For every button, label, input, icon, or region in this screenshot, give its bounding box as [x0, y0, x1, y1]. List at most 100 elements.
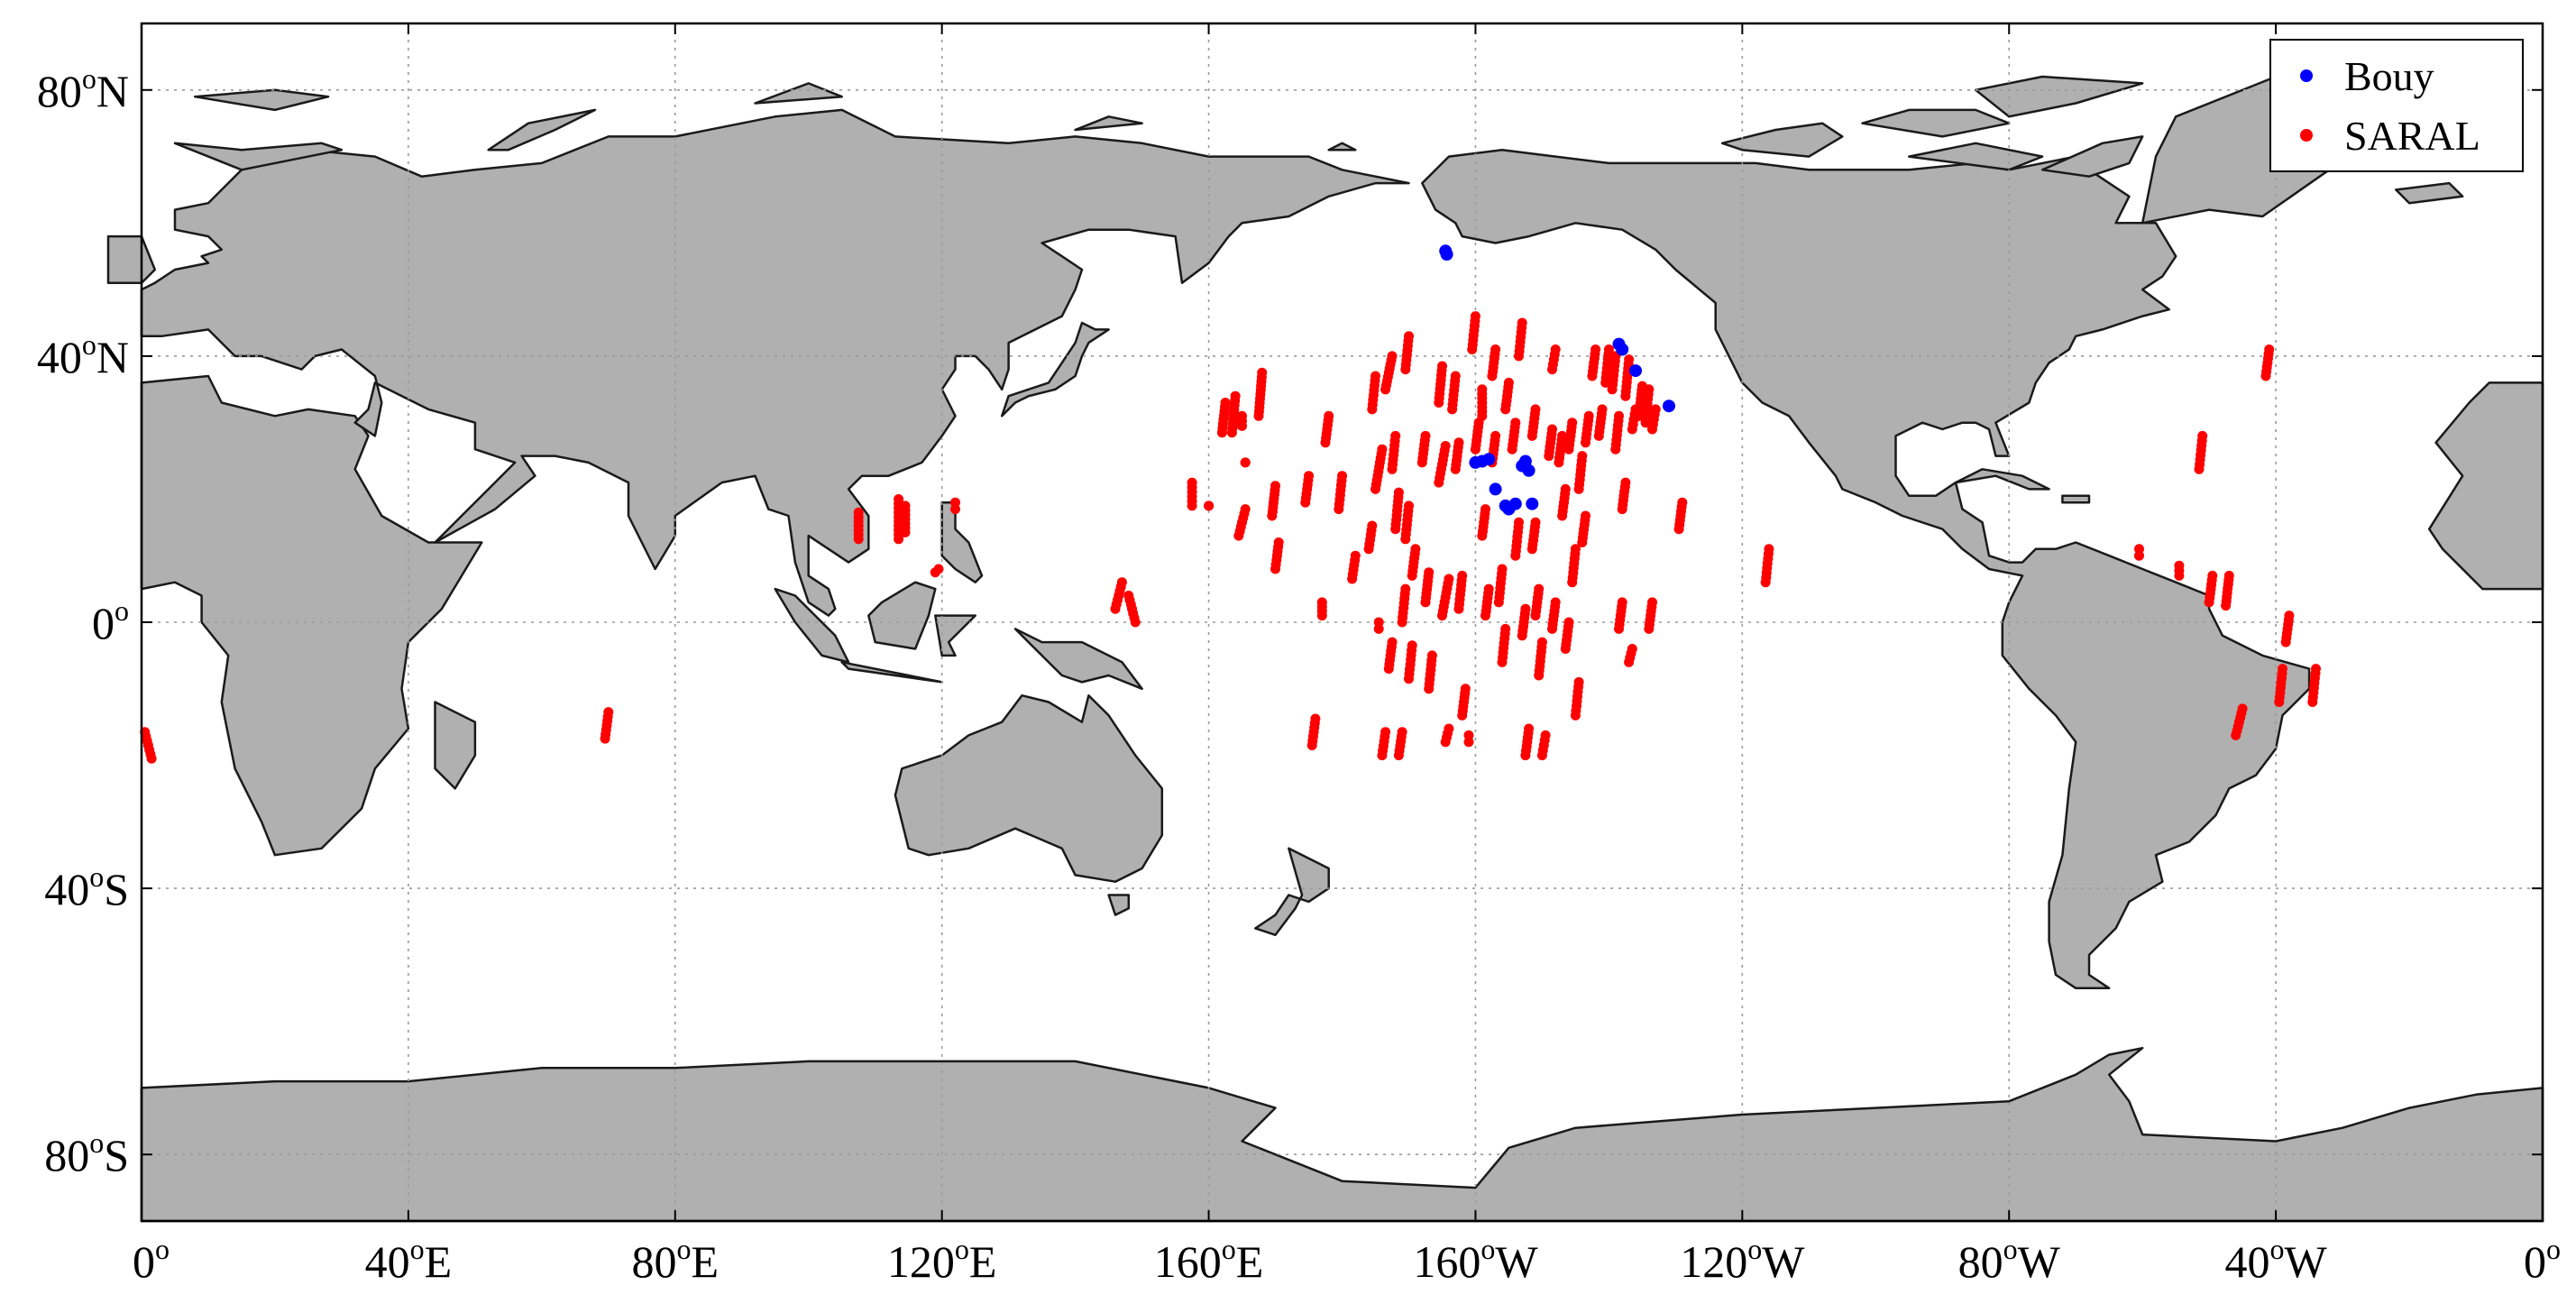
saral-point [1110, 603, 1121, 614]
saral-point [1470, 444, 1481, 454]
land-mass-1 [2427, 381, 2544, 591]
saral-point [1573, 483, 1584, 494]
saral-track-52 [1467, 311, 1481, 354]
saral-point [1270, 564, 1280, 574]
saral-point [1627, 424, 1637, 435]
saral-track-99 [1760, 544, 1774, 588]
saral-point [1447, 404, 1458, 415]
saral-track-17 [1267, 481, 1280, 521]
land-mass-25 [173, 142, 344, 171]
saral-track-109 [2307, 664, 2321, 707]
land-layer [106, 69, 2544, 1223]
saral-point [1226, 427, 1237, 438]
saral-track-36 [1397, 583, 1411, 628]
saral-track-98 [1673, 497, 1688, 535]
longitude-tick-label: 0o [133, 1233, 170, 1287]
saral-track-33 [1377, 727, 1391, 761]
saral-point [1477, 530, 1488, 541]
saral-point [1237, 420, 1247, 431]
saral-track-82 [1577, 510, 1591, 547]
bouy-point [1612, 337, 1626, 351]
saral-track-63 [1510, 517, 1524, 561]
saral-point [1481, 611, 1490, 621]
saral-point [2274, 697, 2285, 707]
bouy-point [1489, 482, 1502, 496]
saral-track-23 [1334, 471, 1347, 515]
land-mass-9 [934, 614, 976, 657]
legend-bouy-marker [2300, 69, 2313, 82]
saral-track-68 [1526, 517, 1541, 555]
saral-point [1547, 623, 1557, 634]
saral-point [1570, 710, 1581, 721]
bouy-point [1440, 248, 1453, 261]
longitude-tick-label: 40oE [365, 1233, 453, 1287]
saral-track-62 [1507, 418, 1521, 454]
saral-point [1187, 500, 1197, 511]
saral-track-41 [1420, 567, 1435, 608]
saral-track-29 [1380, 351, 1398, 395]
saral-point [1560, 644, 1571, 654]
saral-point [1567, 577, 1578, 588]
land-mass-11 [1013, 628, 1143, 691]
saral-track-30 [1387, 430, 1401, 474]
saral-track-10 [1204, 500, 1215, 511]
saral-track-84 [1587, 344, 1601, 381]
saral-point [2280, 637, 2291, 647]
latitude-tick-label: 80oN [37, 62, 129, 116]
saral-point [1463, 737, 1474, 748]
saral-track-70 [1534, 637, 1547, 681]
longitude-tick-label: 80oE [632, 1233, 720, 1287]
land-mass-2 [434, 701, 477, 790]
legend-box [2269, 39, 2524, 172]
longitude-tick-label: 0o [2524, 1233, 2561, 1287]
saral-point [1434, 477, 1444, 488]
saral-point [1437, 611, 1447, 621]
saral-track-51 [1463, 730, 1474, 748]
latitude-tick-label: 40oS [44, 860, 129, 914]
legend: Bouy SARAL [2269, 39, 2524, 172]
saral-point [2174, 570, 2185, 581]
saral-track-106 [2260, 344, 2275, 381]
saral-point [1320, 437, 1331, 448]
saral-track-14 [1240, 457, 1251, 468]
saral-point [1577, 537, 1588, 547]
land-mass-30 [1327, 142, 1357, 152]
saral-track-94 [1640, 384, 1655, 428]
saral-point [2204, 597, 2214, 608]
saral-track-74 [1547, 597, 1561, 634]
saral-point [1400, 534, 1411, 545]
saral-track-95 [1644, 597, 1657, 634]
saral-point [1434, 398, 1444, 408]
saral-track-2 [853, 507, 864, 545]
latitude-tick-label: 40oN [37, 328, 129, 382]
saral-track-65 [1517, 603, 1531, 641]
saral-point [1380, 384, 1391, 395]
saral-point [1593, 430, 1604, 441]
land-mass-3 [140, 108, 1410, 617]
land-mass-14 [1254, 847, 1330, 937]
saral-track-100 [2134, 544, 2144, 561]
saral-point [1544, 451, 1554, 462]
saral-point [1510, 550, 1521, 561]
saral-track-20 [1316, 597, 1327, 621]
legend-saral-marker [2300, 129, 2313, 142]
land-mass-4 [1000, 321, 1110, 418]
saral-track-50 [1457, 684, 1471, 721]
longitude-tick-label: 160oW [1413, 1233, 1538, 1287]
saral-point [1347, 574, 1358, 584]
saral-point [2307, 697, 2318, 707]
land-mass-6 [774, 587, 850, 664]
saral-point [1306, 740, 1317, 750]
saral-point [1620, 390, 1631, 401]
saral-point [1316, 611, 1327, 621]
saral-track-83 [1581, 410, 1594, 448]
saral-point [1581, 437, 1591, 448]
saral-track-69 [1530, 583, 1545, 621]
saral-track-32 [1383, 637, 1398, 675]
legend-bouy-label: Bouy [2344, 53, 2434, 99]
saral-point [1453, 603, 1464, 614]
saral-track-61 [1500, 377, 1514, 415]
saral-point [1500, 404, 1511, 415]
saral-point [1517, 630, 1527, 641]
saral-track-4 [900, 500, 911, 537]
